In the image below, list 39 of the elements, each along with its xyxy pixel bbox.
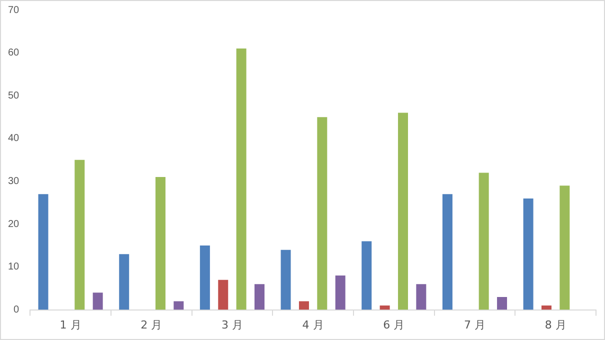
bar xyxy=(298,301,309,310)
bar xyxy=(38,194,48,310)
y-tick-label: 0 xyxy=(14,304,20,316)
bar xyxy=(362,241,372,310)
bar xyxy=(380,306,390,310)
bar xyxy=(254,284,265,310)
x-tick-label: 4 月 xyxy=(302,318,324,332)
bar xyxy=(92,292,103,310)
bar xyxy=(74,160,85,310)
bar xyxy=(497,296,508,310)
bar xyxy=(541,306,552,310)
x-tick-label: 1 月 xyxy=(60,318,82,332)
y-tick-label: 30 xyxy=(8,176,20,188)
bar xyxy=(155,177,166,310)
y-tick-label: 70 xyxy=(8,4,20,16)
x-tick-label: 3 月 xyxy=(221,318,243,332)
y-tick-label: 40 xyxy=(8,133,20,144)
bar xyxy=(442,194,452,310)
bar xyxy=(560,186,570,310)
bar xyxy=(398,112,408,310)
y-tick-label: 20 xyxy=(8,218,20,230)
x-tick-label: 7 月 xyxy=(464,318,486,332)
bar xyxy=(335,276,346,310)
bar xyxy=(280,250,291,310)
y-tick-label: 50 xyxy=(8,90,20,102)
x-tick-label: 8 月 xyxy=(544,318,566,332)
bar xyxy=(174,301,184,310)
bar xyxy=(416,284,426,310)
bar xyxy=(218,280,228,310)
bar xyxy=(317,117,328,310)
y-tick-label: 10 xyxy=(8,262,20,273)
x-tick-label: 6 月 xyxy=(383,318,405,332)
x-tick-label: 2 月 xyxy=(140,318,162,332)
bar xyxy=(200,246,210,310)
bar xyxy=(478,172,489,310)
bar xyxy=(523,198,534,310)
bar xyxy=(236,48,246,310)
bar xyxy=(119,254,130,310)
y-tick-label: 60 xyxy=(8,48,20,59)
